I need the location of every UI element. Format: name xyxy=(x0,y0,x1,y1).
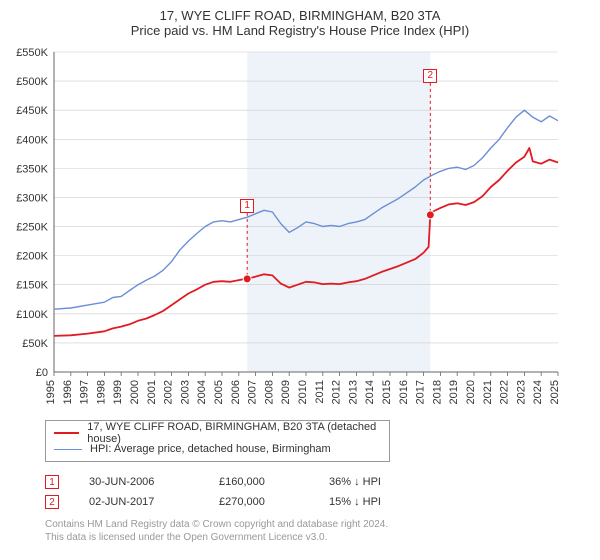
svg-text:£550K: £550K xyxy=(16,47,48,59)
chart-area: £0 £50K £100K £150K £200K £250K £300K £350K £400… xyxy=(6,42,566,412)
svg-text:1995: 1995 xyxy=(45,380,57,404)
legend-label: 17, WYE CLIFF ROAD, BIRMINGHAM, B20 3TA … xyxy=(87,421,381,445)
svg-text:2020: 2020 xyxy=(465,380,477,404)
svg-text:2015: 2015 xyxy=(381,380,393,404)
svg-text:2018: 2018 xyxy=(431,380,443,404)
svg-text:£450K: £450K xyxy=(16,105,48,117)
svg-text:£400K: £400K xyxy=(16,134,48,146)
svg-text:2022: 2022 xyxy=(499,380,511,404)
line-chart: £0 £50K £100K £150K £200K £250K £300K £350K £400… xyxy=(6,42,566,412)
svg-text:£0: £0 xyxy=(36,367,48,379)
title-line-1: 17, WYE CLIFF ROAD, BIRMINGHAM, B20 3TA xyxy=(0,8,600,23)
footnote: Contains HM Land Registry data © Crown c… xyxy=(45,518,600,544)
svg-text:£150K: £150K xyxy=(16,280,48,292)
footnote-line-2: This data is licensed under the Open Gov… xyxy=(45,531,600,544)
sale-date: 30-JUN-2006 xyxy=(89,476,189,488)
svg-text:2009: 2009 xyxy=(280,380,292,404)
svg-text:1997: 1997 xyxy=(79,380,91,404)
svg-text:1999: 1999 xyxy=(112,380,124,404)
svg-text:2010: 2010 xyxy=(297,380,309,404)
svg-text:£250K: £250K xyxy=(16,222,48,234)
svg-text:2001: 2001 xyxy=(146,380,158,404)
sales-table: 1 30-JUN-2006 £160,000 36% ↓ HPI 2 02-JUN-201… xyxy=(45,472,600,512)
svg-text:£300K: £300K xyxy=(16,192,48,204)
sale-row: 1 30-JUN-2006 £160,000 36% ↓ HPI xyxy=(45,472,600,492)
svg-text:2002: 2002 xyxy=(163,380,175,404)
legend: 17, WYE CLIFF ROAD, BIRMINGHAM, B20 3TA … xyxy=(45,420,390,462)
legend-row: 17, WYE CLIFF ROAD, BIRMINGHAM, B20 3TA … xyxy=(54,425,381,441)
legend-swatch xyxy=(54,449,82,450)
svg-text:2019: 2019 xyxy=(448,380,460,404)
sale-marker-badge: 2 xyxy=(45,495,59,509)
svg-text:2003: 2003 xyxy=(179,380,191,404)
svg-text:2017: 2017 xyxy=(415,380,427,404)
svg-text:2000: 2000 xyxy=(129,380,141,404)
footnote-line-1: Contains HM Land Registry data © Crown c… xyxy=(45,518,600,531)
svg-text:2023: 2023 xyxy=(515,380,527,404)
svg-text:2021: 2021 xyxy=(482,380,494,404)
svg-text:2025: 2025 xyxy=(549,380,561,404)
svg-text:2007: 2007 xyxy=(247,380,259,404)
legend-swatch xyxy=(54,432,79,434)
svg-text:2011: 2011 xyxy=(314,380,326,404)
svg-text:2008: 2008 xyxy=(263,380,275,404)
chart-title: 17, WYE CLIFF ROAD, BIRMINGHAM, B20 3TA … xyxy=(0,0,600,42)
svg-text:2014: 2014 xyxy=(364,380,376,404)
sale-date: 02-JUN-2017 xyxy=(89,496,189,508)
svg-text:2012: 2012 xyxy=(331,380,343,404)
svg-text:£350K: £350K xyxy=(16,163,48,175)
svg-text:2006: 2006 xyxy=(230,380,242,404)
svg-text:£200K: £200K xyxy=(16,251,48,263)
svg-text:2005: 2005 xyxy=(213,380,225,404)
sale-price: £270,000 xyxy=(219,496,299,508)
svg-text:2016: 2016 xyxy=(398,380,410,404)
legend-label: HPI: Average price, detached house, Birm… xyxy=(90,443,331,455)
title-line-2: Price paid vs. HM Land Registry's House … xyxy=(0,23,600,38)
sale-row: 2 02-JUN-2017 £270,000 15% ↓ HPI xyxy=(45,492,600,512)
sale-marker-badge: 1 xyxy=(45,475,59,489)
svg-text:2013: 2013 xyxy=(347,380,359,404)
svg-text:£50K: £50K xyxy=(22,338,48,350)
svg-text:1996: 1996 xyxy=(62,380,74,404)
sale-delta: 36% ↓ HPI xyxy=(329,476,381,488)
svg-text:1998: 1998 xyxy=(95,380,107,404)
sale-price: £160,000 xyxy=(219,476,299,488)
svg-text:£500K: £500K xyxy=(16,76,48,88)
svg-text:2024: 2024 xyxy=(532,380,544,404)
svg-text:£100K: £100K xyxy=(16,309,48,321)
svg-text:2004: 2004 xyxy=(196,380,208,404)
sale-delta: 15% ↓ HPI xyxy=(329,496,381,508)
